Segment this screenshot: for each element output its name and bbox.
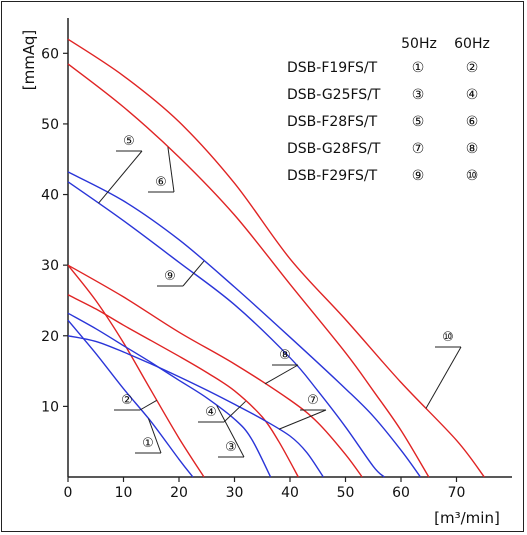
callout-leader — [223, 400, 246, 423]
callout-leader — [425, 346, 462, 409]
x-tick-label: 30 — [226, 485, 244, 501]
series-line-5 — [67, 181, 385, 478]
callout-label: ① — [142, 436, 154, 451]
legend-hz50-mark: ③ — [412, 87, 425, 103]
callout-leader — [139, 399, 158, 411]
callout-label: ④ — [205, 405, 217, 420]
legend-model: DSB-G25FS/T — [287, 87, 381, 103]
callout-label: ② — [121, 393, 133, 408]
series-line-9 — [67, 171, 421, 478]
legend-hz60-mark: ⑥ — [466, 114, 479, 130]
x-tick-label: 60 — [392, 485, 410, 501]
legend-hz50-mark: ① — [412, 60, 425, 76]
callout-leader — [98, 150, 143, 204]
series-line-10 — [67, 38, 485, 478]
callout-leader — [278, 409, 327, 430]
callout-leader — [182, 260, 205, 287]
legend-hz60-mark: ④ — [466, 87, 479, 103]
y-tick-label: 60 — [41, 46, 59, 62]
y-ticks: 10 20 30 40 50 60 — [41, 46, 68, 415]
callout-label: ⑩ — [442, 330, 454, 345]
callout-leader — [148, 418, 162, 454]
x-axis-label: [m³/min] — [434, 509, 500, 527]
x-tick-label: 20 — [170, 485, 188, 501]
series-line-1 — [67, 319, 194, 478]
series-line-6 — [67, 63, 430, 478]
callout-label: ⑧ — [279, 348, 291, 363]
y-tick-label: 20 — [41, 329, 59, 345]
y-axis-label: [mmAq] — [20, 30, 38, 90]
y-tick-label: 30 — [41, 258, 59, 274]
legend-model: DSB-F29FS/T — [287, 168, 378, 184]
x-tick-label: 50 — [337, 485, 355, 501]
series-line-7 — [67, 335, 324, 478]
callout-label: ③ — [225, 440, 237, 455]
y-tick-label: 10 — [41, 399, 59, 415]
callouts-group: ① ② ③ ④ ⑤ ⑥ ⑦ ⑧ ⑨ ⑩ — [98, 134, 462, 458]
x-tick-label: 0 — [64, 485, 73, 501]
series-group — [67, 38, 485, 478]
legend-hz50-mark: ⑤ — [412, 114, 425, 130]
legend-hz50-mark: ⑦ — [412, 141, 425, 157]
legend-model: DSB-F28FS/T — [287, 114, 378, 130]
legend-header-60hz: 60Hz — [454, 36, 490, 52]
callout-leader — [216, 405, 245, 458]
x-ticks: 0 10 20 30 40 50 60 70 — [64, 477, 466, 501]
callout-leader — [167, 147, 175, 193]
callout-leader — [264, 364, 299, 385]
series-line-2 — [67, 264, 205, 478]
legend-hz60-mark: ② — [466, 60, 479, 76]
series-line-4 — [67, 294, 299, 478]
x-tick-label: 70 — [448, 485, 466, 501]
series-line-3 — [67, 312, 272, 478]
series-line-8 — [67, 264, 363, 478]
legend: 50Hz 60Hz DSB-F19FS/T ① ② DSB-G25FS/T ③ … — [287, 36, 490, 184]
legend-hz60-mark: ⑩ — [466, 168, 479, 184]
x-tick-label: 10 — [115, 485, 133, 501]
x-tick-label: 40 — [281, 485, 299, 501]
y-tick-label: 50 — [41, 117, 59, 133]
callout-label: ⑥ — [155, 175, 167, 190]
callout-label: ⑦ — [307, 393, 319, 408]
callout-label: ⑨ — [164, 269, 176, 284]
legend-hz50-mark: ⑨ — [412, 168, 425, 184]
legend-model: DSB-G28FS/T — [287, 141, 381, 157]
callout-label: ⑤ — [123, 134, 135, 149]
y-tick-label: 40 — [41, 188, 59, 204]
legend-hz60-mark: ⑧ — [466, 141, 479, 157]
legend-header-50hz: 50Hz — [401, 36, 437, 52]
legend-model: DSB-F19FS/T — [287, 60, 378, 76]
